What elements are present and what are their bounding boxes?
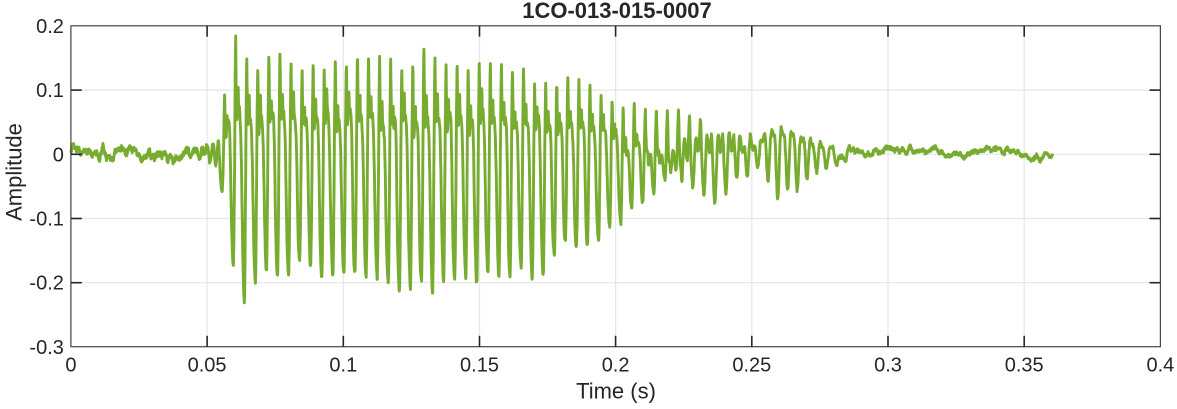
svg-text:0.15: 0.15 [460,355,499,377]
svg-text:-0.3: -0.3 [29,337,63,359]
svg-text:0.05: 0.05 [188,355,227,377]
svg-text:0: 0 [65,355,76,377]
svg-text:0.35: 0.35 [1005,355,1044,377]
svg-text:0.25: 0.25 [732,355,771,377]
svg-text:-0.1: -0.1 [29,209,63,231]
svg-text:1CO-013-015-0007: 1CO-013-015-0007 [522,0,712,23]
svg-text:0.2: 0.2 [602,355,630,377]
svg-text:Time (s): Time (s) [576,379,656,404]
svg-text:0.1: 0.1 [329,355,357,377]
svg-text:0.4: 0.4 [1146,355,1174,377]
svg-text:Amplitude: Amplitude [2,123,27,221]
svg-text:0.2: 0.2 [36,16,64,38]
svg-text:0.1: 0.1 [36,80,64,102]
svg-text:0.3: 0.3 [874,355,902,377]
svg-text:-0.2: -0.2 [29,273,63,295]
svg-text:0: 0 [53,144,64,166]
